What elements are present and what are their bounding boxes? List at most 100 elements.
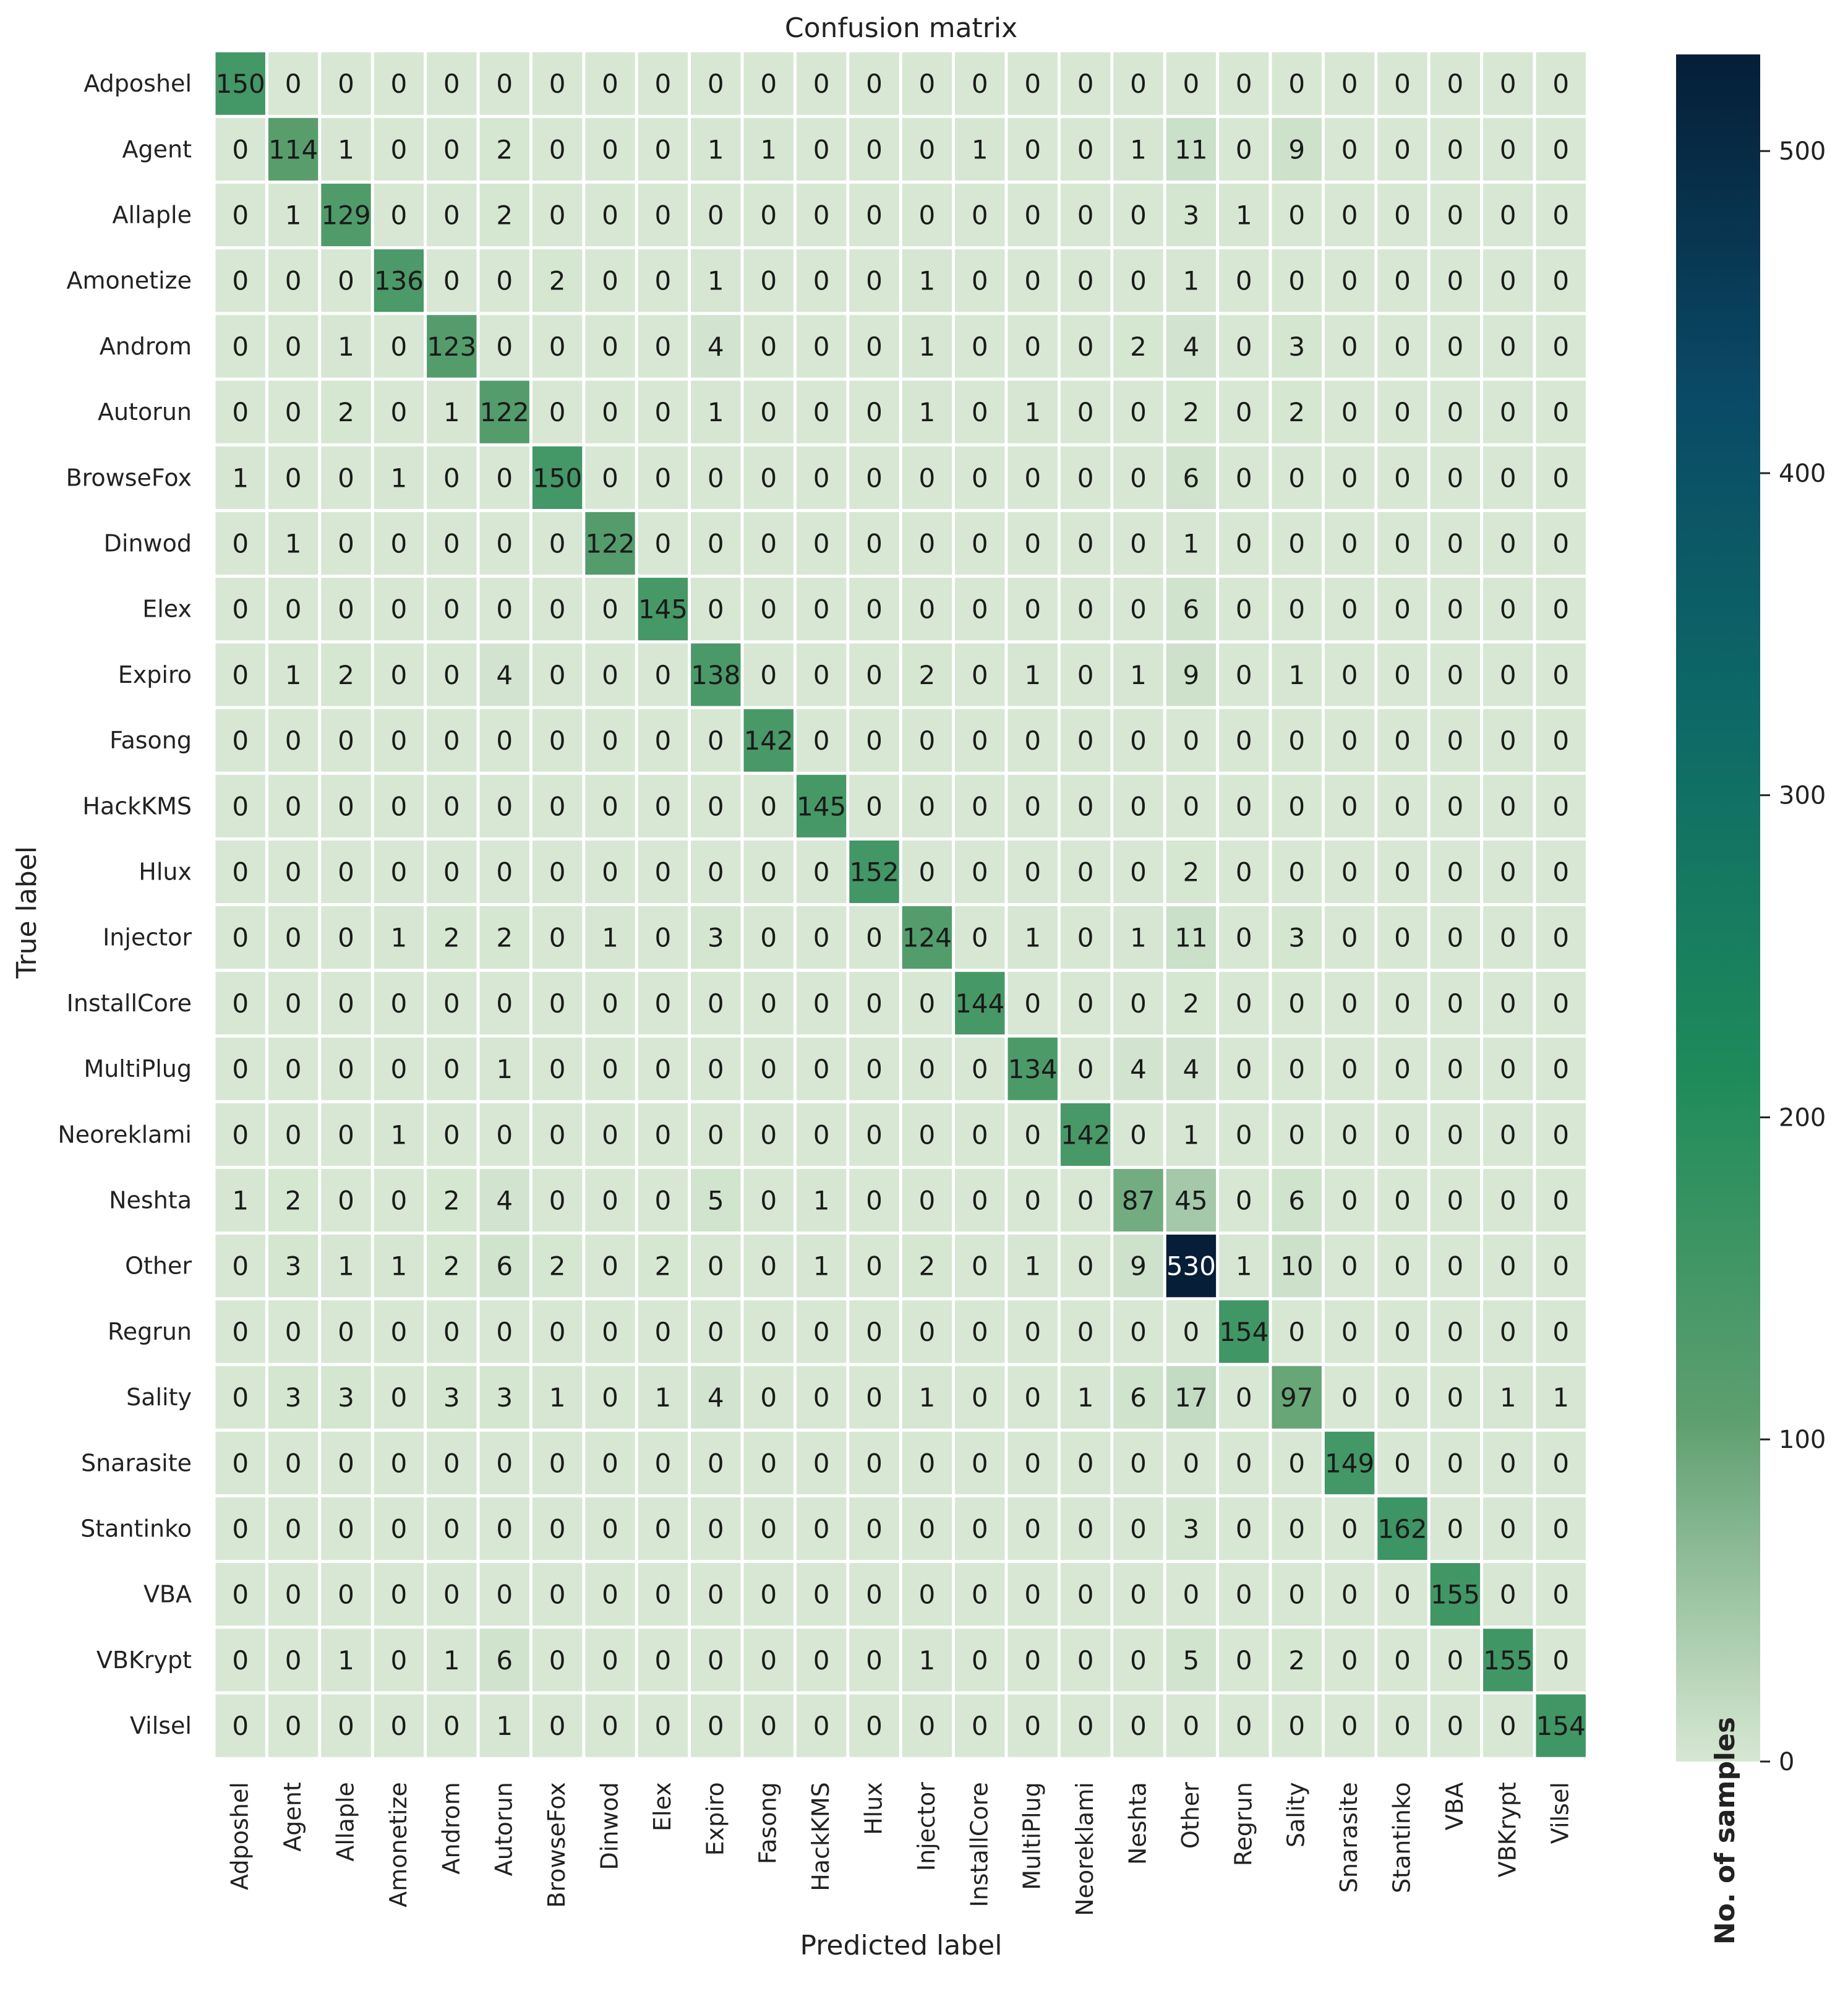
heatmap-cell (902, 1037, 952, 1100)
heatmap-cell (532, 446, 583, 509)
heatmap-cell (1536, 774, 1586, 837)
heatmap-cell-value: 0 (760, 1251, 777, 1282)
heatmap-cell-value: 0 (655, 529, 672, 559)
heatmap-cell (1007, 315, 1058, 378)
heatmap-cell (585, 1563, 635, 1626)
heatmap-cell-value: 0 (391, 1711, 408, 1741)
heatmap-cell (1324, 52, 1375, 115)
heatmap-cell (1219, 1497, 1269, 1561)
heatmap-cell-value: 0 (1500, 726, 1516, 756)
heatmap-cell (479, 315, 529, 378)
heatmap-cell (1166, 315, 1217, 378)
heatmap-cell-value: 0 (549, 1120, 566, 1150)
heatmap-cell-value: 0 (760, 791, 777, 821)
heatmap-cell-value: 0 (1024, 1448, 1041, 1478)
heatmap-cell (1536, 643, 1586, 706)
heatmap-cell-value: 0 (813, 923, 830, 953)
heatmap-cell-value: 0 (338, 1448, 354, 1478)
heatmap-cell-value: 0 (1077, 397, 1094, 427)
heatmap-cell (1272, 709, 1322, 772)
heatmap-cell (1483, 446, 1533, 509)
heatmap-cell-value: 0 (496, 529, 513, 559)
heatmap-cell-value: 0 (391, 726, 408, 756)
heatmap-cell-value: 0 (1394, 1448, 1411, 1478)
heatmap-cell-value: 150 (533, 463, 582, 493)
heatmap-cell-value: 0 (1500, 1251, 1516, 1282)
heatmap-cell (1219, 1629, 1269, 1692)
x-tick-label: Amonetize (385, 1782, 412, 1908)
heatmap-cell (638, 1629, 688, 1692)
heatmap-cell-value: 0 (496, 69, 513, 99)
heatmap-cell (1113, 1563, 1163, 1626)
heatmap-cell-value: 0 (1130, 791, 1147, 821)
heatmap-cell-value: 0 (232, 1645, 249, 1676)
heatmap-cell-value: 0 (655, 1645, 672, 1676)
heatmap-cell-value: 0 (1077, 660, 1094, 690)
heatmap-cell-value: 0 (602, 660, 618, 690)
heatmap-cell-value: 0 (919, 791, 936, 821)
heatmap-cell (955, 446, 1005, 509)
heatmap-cell-value: 0 (972, 69, 988, 99)
y-axis-title: True label (11, 846, 43, 979)
heatmap-cell (796, 315, 847, 378)
y-tick-label: Sality (126, 1384, 192, 1411)
heatmap-cell-value: 155 (1483, 1645, 1533, 1676)
heatmap-cell (796, 1497, 847, 1561)
heatmap-cell-value: 0 (602, 463, 618, 493)
heatmap-cell (532, 1694, 583, 1757)
heatmap-cell (1483, 183, 1533, 247)
heatmap-cell-value: 0 (1183, 1711, 1200, 1741)
heatmap-cell (427, 1563, 477, 1626)
heatmap-cell (1272, 774, 1322, 837)
heatmap-cell (743, 840, 794, 904)
heatmap-cells (215, 52, 1586, 1757)
heatmap-cell (321, 1366, 371, 1429)
heatmap-cell (1324, 1497, 1375, 1561)
heatmap-cell-value: 0 (1394, 134, 1411, 165)
heatmap-cell (1060, 840, 1111, 904)
heatmap-cell (585, 972, 635, 1035)
heatmap-cell (321, 709, 371, 772)
heatmap-cell (691, 1103, 741, 1166)
heatmap-cell (427, 774, 477, 837)
heatmap-cell (743, 972, 794, 1035)
x-tick-label: Androm (437, 1782, 464, 1874)
heatmap-cell (1007, 1235, 1058, 1298)
heatmap-cell-value: 1 (232, 1186, 249, 1216)
heatmap-cell (955, 380, 1005, 443)
y-tick-label: InstallCore (67, 990, 192, 1017)
heatmap-cell-value: 2 (1183, 988, 1200, 1019)
heatmap-cell (1007, 840, 1058, 904)
heatmap-cell (321, 315, 371, 378)
heatmap-cell-value: 0 (1183, 726, 1200, 756)
heatmap-cell-value: 0 (1341, 1514, 1358, 1544)
heatmap-cell-value: 3 (285, 1251, 302, 1282)
heatmap-cell (427, 315, 477, 378)
heatmap-cell-value: 0 (232, 200, 249, 231)
heatmap-cell (691, 578, 741, 641)
heatmap-cell (796, 1300, 847, 1363)
heatmap-cell (1060, 774, 1111, 837)
heatmap-cell-value: 0 (1447, 660, 1464, 690)
heatmap-cell (585, 1168, 635, 1232)
heatmap-cell (532, 249, 583, 312)
heatmap-cell (796, 380, 847, 443)
heatmap-cell-value: 0 (443, 1580, 460, 1610)
heatmap-cell-value: 1 (919, 266, 936, 296)
heatmap-cell-value: 0 (1288, 857, 1305, 888)
heatmap-cell-value: 0 (232, 1711, 249, 1741)
heatmap-cell (743, 1497, 794, 1561)
heatmap-cell (796, 1629, 847, 1692)
heatmap-cell (215, 183, 265, 247)
heatmap-cell-labels: 150 0 0 0 0 0 0 0 0 0 0 0 0 0 0 0 0 0 0 0 0 0 0 0 0 00 114 1 0 0 2 0 0 0 1… (216, 69, 1586, 1741)
heatmap-cell-value: 0 (1394, 726, 1411, 756)
heatmap-cell (1007, 906, 1058, 969)
heatmap-cell (1007, 380, 1058, 443)
heatmap-cell (1536, 972, 1586, 1035)
heatmap-cell (479, 380, 529, 443)
heatmap-cell-value: 0 (1447, 332, 1464, 362)
heatmap-cell (691, 1366, 741, 1429)
heatmap-cell (743, 1235, 794, 1298)
heatmap-cell-value: 0 (496, 594, 513, 625)
heatmap-cell (1430, 1366, 1481, 1429)
